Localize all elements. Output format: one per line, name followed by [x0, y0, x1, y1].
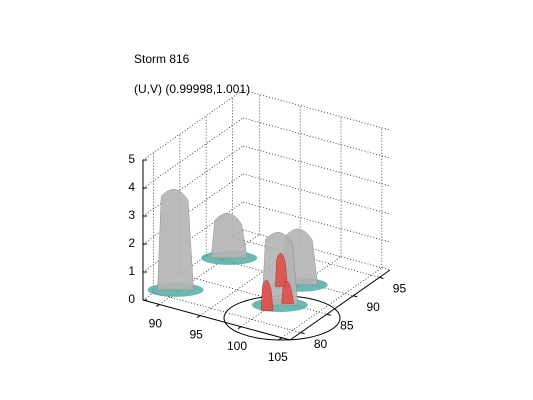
- x-tick: [237, 326, 242, 330]
- y-tick: [379, 276, 384, 279]
- y-tick: [353, 295, 358, 298]
- y-tick: [300, 332, 305, 335]
- surface-peak: [210, 213, 248, 259]
- x-tick-label: 95: [189, 328, 203, 342]
- x-tick: [196, 315, 201, 318]
- y-tick-label: 95: [393, 282, 407, 296]
- surface-peak: [281, 281, 294, 304]
- z-tick-label: 2: [128, 236, 135, 250]
- z-tick-label: 4: [128, 180, 135, 194]
- z-tick-label: 0: [128, 292, 135, 306]
- surface-peak: [157, 189, 194, 291]
- z-tick-label: 5: [128, 152, 135, 166]
- x-tick-label: 90: [149, 317, 163, 331]
- chart-title: Storm 816: [134, 52, 190, 66]
- grid-line: [153, 292, 301, 333]
- grid-line: [242, 229, 391, 271]
- grid-line: [232, 237, 380, 278]
- grid-line: [142, 89, 244, 161]
- x-tick-label: 100: [227, 339, 247, 353]
- z-tick-label: 1: [128, 264, 135, 278]
- y-tick: [326, 313, 331, 316]
- grid-line: [242, 201, 391, 243]
- surface-peak: [260, 279, 274, 312]
- grid-line: [206, 255, 354, 297]
- y-axis: [289, 269, 391, 341]
- x-tick: [156, 304, 160, 307]
- y-tick-label: 90: [366, 300, 380, 314]
- grid-line: [142, 117, 244, 189]
- y-tick-label: 80: [314, 337, 328, 351]
- grid-line: [242, 117, 391, 159]
- chart-subtitle: (U,V) (0.99998,1.001): [134, 82, 250, 96]
- grid-line: [242, 145, 391, 187]
- x-tick-label: 105: [268, 350, 288, 364]
- grid-line: [242, 89, 391, 131]
- y-tick-label: 85: [340, 318, 354, 332]
- x-axis: [142, 299, 291, 341]
- surface-peak: [275, 252, 288, 287]
- grid-line: [142, 145, 244, 217]
- grid-line: [242, 173, 391, 215]
- x-tick: [278, 337, 283, 341]
- z-tick-label: 3: [128, 208, 135, 222]
